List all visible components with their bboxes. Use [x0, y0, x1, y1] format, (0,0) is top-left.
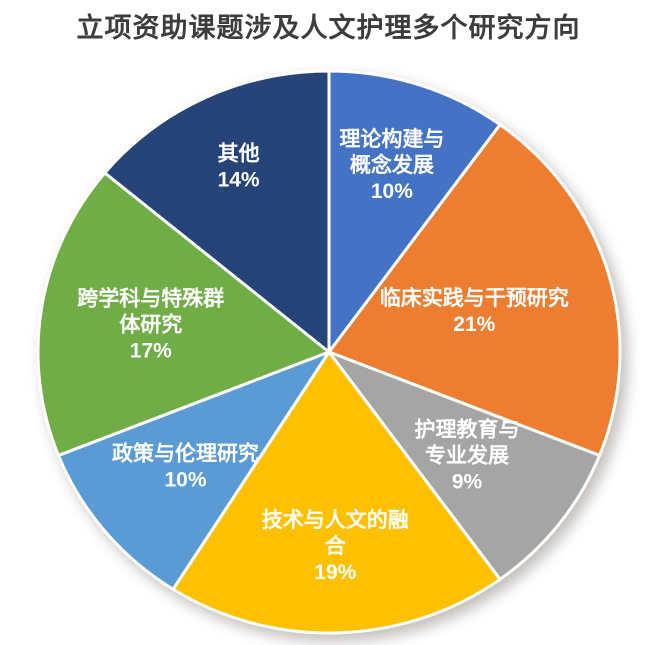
- pie-slice-7: [103, 69, 331, 354]
- pie-slice-label-5: 政策与伦理研究 10%: [112, 441, 259, 491]
- pie-slice-6: [36, 171, 331, 457]
- chart-title: 立项资助课题涉及人文护理多个研究方向: [76, 13, 581, 43]
- pie-slice-label-1: 理论构建与概念发展 10%: [339, 126, 444, 202]
- pie-slice-label-6: 跨学科与特殊群体研究 17%: [77, 286, 224, 362]
- pie-slice-label-3: 护理教育与专业发展 9%: [415, 417, 520, 493]
- pie-slice-4: [171, 350, 502, 635]
- pie-slice-2: [327, 123, 622, 457]
- pie-slice-1: [327, 69, 502, 354]
- pie-slice-label-4: 技术与人文的融合 19%: [262, 507, 409, 583]
- pie-slice-label-7: 其他 14%: [218, 141, 260, 191]
- pie-slice-5: [56, 350, 331, 591]
- pie-slice-label-2: 临床实践与干预研究 21%: [380, 286, 569, 336]
- pie-slice-3: [327, 350, 602, 581]
